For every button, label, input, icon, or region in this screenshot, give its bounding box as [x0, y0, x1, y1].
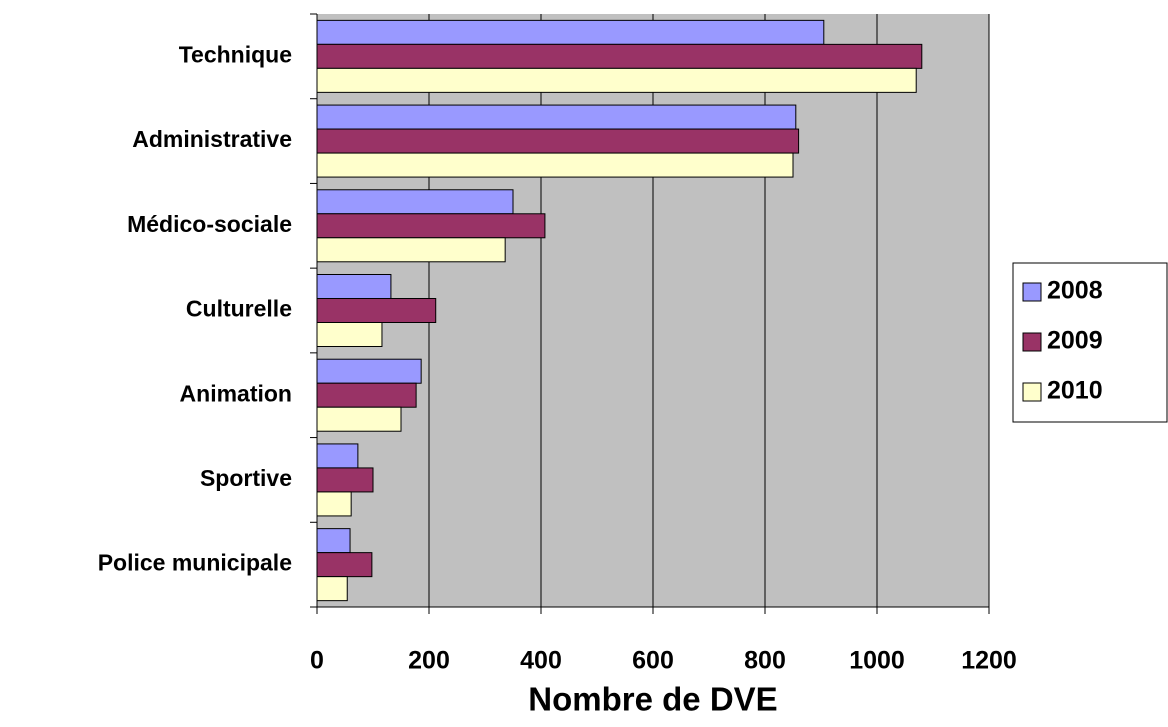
bar	[316, 189, 514, 215]
bar	[316, 237, 506, 263]
bar	[316, 322, 383, 348]
y-tick-label: Sportive	[200, 465, 292, 491]
legend-label: 2008	[1047, 277, 1103, 305]
y-tick-label: Culturelle	[186, 296, 292, 322]
bar	[316, 491, 352, 517]
x-tick-label: 1200	[961, 647, 1017, 675]
x-tick-label: 200	[408, 647, 450, 675]
bar	[316, 467, 374, 493]
x-tick-label: 800	[744, 647, 786, 675]
x-tick-label: 1000	[849, 647, 905, 675]
bar	[316, 19, 825, 45]
x-tick-label: 0	[310, 647, 324, 675]
y-tick-label: Technique	[179, 41, 292, 67]
bar	[316, 382, 417, 408]
legend-swatch	[1022, 332, 1042, 352]
bar	[316, 576, 348, 602]
legend-label: 2010	[1047, 377, 1103, 405]
y-tick-label: Administrative	[132, 126, 292, 152]
x-tick-label: 600	[632, 647, 674, 675]
bar	[316, 297, 437, 324]
bar	[316, 43, 923, 69]
legend-swatch	[1022, 282, 1042, 302]
bar	[316, 443, 359, 469]
bar	[316, 152, 794, 178]
bar	[316, 528, 351, 554]
y-tick-label: Police municipale	[98, 550, 292, 576]
x-axis-title: Nombre de DVE	[528, 681, 777, 718]
bar	[316, 67, 917, 93]
bar	[316, 128, 800, 154]
bar	[316, 552, 373, 578]
bar	[316, 406, 402, 432]
y-tick-label: Médico-sociale	[127, 211, 292, 237]
bar	[316, 104, 797, 130]
y-tick-label: Animation	[180, 380, 292, 406]
legend-label: 2009	[1047, 327, 1103, 355]
bar	[316, 358, 422, 384]
bar	[316, 213, 546, 239]
legend-swatch	[1022, 382, 1042, 402]
x-tick-label: 400	[520, 647, 562, 675]
bar	[316, 273, 392, 299]
